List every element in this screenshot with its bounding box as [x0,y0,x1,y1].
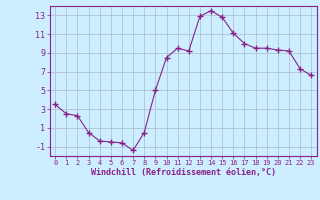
X-axis label: Windchill (Refroidissement éolien,°C): Windchill (Refroidissement éolien,°C) [91,168,276,177]
